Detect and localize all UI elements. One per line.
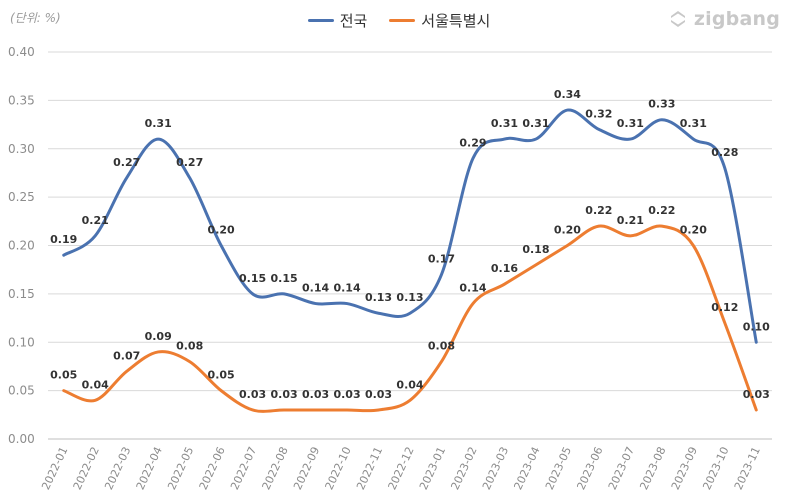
x-tick-label: 2022-06 xyxy=(197,445,228,492)
data-label: 0.28 xyxy=(711,146,738,159)
data-label: 0.22 xyxy=(648,204,675,217)
data-label: 0.31 xyxy=(522,117,549,130)
y-tick-label: 0.25 xyxy=(8,190,35,204)
x-tick-label: 2023-03 xyxy=(480,445,511,492)
legend-item-seoul: 서울특별시 xyxy=(389,10,490,31)
x-tick-label: 2022-04 xyxy=(134,445,165,492)
data-label: 0.15 xyxy=(271,272,298,285)
x-tick-label: 2023-07 xyxy=(606,445,637,492)
data-label: 0.15 xyxy=(239,272,266,285)
data-label: 0.31 xyxy=(145,117,172,130)
x-tick-label: 2023-06 xyxy=(574,445,605,492)
data-label: 0.03 xyxy=(365,388,392,401)
legend-item-national: 전국 xyxy=(307,10,368,31)
data-label: 0.29 xyxy=(459,136,486,149)
x-tick-label: 2022-07 xyxy=(228,445,259,492)
data-label: 0.08 xyxy=(176,340,203,353)
y-tick-label: 0.20 xyxy=(8,239,35,253)
y-tick-label: 0.10 xyxy=(8,335,35,349)
x-tick-label: 2023-05 xyxy=(543,445,574,492)
x-tick-label: 2023-01 xyxy=(417,445,448,492)
data-label: 0.10 xyxy=(743,320,770,333)
data-label: 0.14 xyxy=(333,282,360,295)
data-label: 0.32 xyxy=(585,107,612,120)
x-tick-label: 2023-11 xyxy=(732,445,763,492)
x-tick-label: 2023-09 xyxy=(669,445,700,492)
x-tick-label: 2022-12 xyxy=(386,445,417,492)
data-label: 0.17 xyxy=(428,253,455,266)
x-tick-label: 2023-08 xyxy=(637,445,668,492)
data-label: 0.20 xyxy=(680,224,707,237)
series-line-seoul xyxy=(62,224,758,413)
y-tick-label: 0.30 xyxy=(8,142,35,156)
data-label: 0.03 xyxy=(743,388,770,401)
x-tick-label: 2023-10 xyxy=(700,445,731,492)
x-tick-label: 2022-02 xyxy=(71,445,102,492)
data-label: 0.05 xyxy=(208,369,235,382)
y-tick-label: 0.15 xyxy=(8,287,35,301)
zigbang-logo-icon xyxy=(670,11,685,27)
x-tick-label: 2022-05 xyxy=(165,445,196,492)
unit-label: (단위: %) xyxy=(10,11,61,25)
data-label: 0.31 xyxy=(491,117,518,130)
x-tick-label: 2022-11 xyxy=(354,445,385,492)
x-tick-label: 2022-03 xyxy=(102,445,133,492)
series-line-national xyxy=(62,108,758,344)
data-label: 0.20 xyxy=(554,224,581,237)
data-label: 0.07 xyxy=(113,349,140,362)
data-label: 0.04 xyxy=(82,378,109,391)
y-tick-label: 0.00 xyxy=(8,432,35,446)
legend-label-national: 전국 xyxy=(339,12,368,30)
legend-label-seoul: 서울특별시 xyxy=(421,12,491,30)
data-label: 0.03 xyxy=(239,388,266,401)
data-label: 0.21 xyxy=(617,214,644,227)
data-label: 0.34 xyxy=(554,88,581,101)
brand-logo: zigbang xyxy=(667,8,780,30)
data-label: 0.03 xyxy=(333,388,360,401)
x-tick-label: 2022-01 xyxy=(39,445,70,492)
data-label: 0.14 xyxy=(459,282,486,295)
data-label: 0.19 xyxy=(50,233,77,246)
y-tick-label: 0.05 xyxy=(8,384,35,398)
data-label: 0.12 xyxy=(711,301,738,314)
data-label: 0.08 xyxy=(428,340,455,353)
x-tick-label: 2022-09 xyxy=(291,445,322,492)
x-tick-label: 2023-02 xyxy=(448,445,479,492)
data-label: 0.04 xyxy=(396,378,423,391)
x-tick-label: 2022-08 xyxy=(260,445,291,492)
data-label: 0.16 xyxy=(491,262,518,275)
data-label: 0.22 xyxy=(585,204,612,217)
data-label: 0.09 xyxy=(145,330,172,343)
y-tick-label: 0.35 xyxy=(8,93,35,107)
legend: 전국 서울특별시 xyxy=(0,10,798,31)
data-label: 0.03 xyxy=(271,388,298,401)
data-label: 0.27 xyxy=(113,156,140,169)
data-label: 0.27 xyxy=(176,156,203,169)
brand-name: zigbang xyxy=(693,8,780,30)
x-tick-label: 2023-04 xyxy=(511,445,542,492)
data-label: 0.20 xyxy=(208,224,235,237)
data-label: 0.18 xyxy=(522,243,549,256)
data-label: 0.03 xyxy=(302,388,329,401)
data-label: 0.31 xyxy=(617,117,644,130)
legend-swatch-national xyxy=(307,19,334,22)
legend-swatch-seoul xyxy=(389,19,416,22)
data-label: 0.14 xyxy=(302,282,329,295)
data-label: 0.33 xyxy=(648,98,675,111)
data-label: 0.13 xyxy=(396,291,423,304)
data-label: 0.05 xyxy=(50,369,77,382)
data-label: 0.31 xyxy=(680,117,707,130)
data-label: 0.21 xyxy=(82,214,109,227)
data-label: 0.13 xyxy=(365,291,392,304)
y-tick-label: 0.40 xyxy=(8,45,35,59)
x-tick-label: 2022-10 xyxy=(323,445,354,492)
